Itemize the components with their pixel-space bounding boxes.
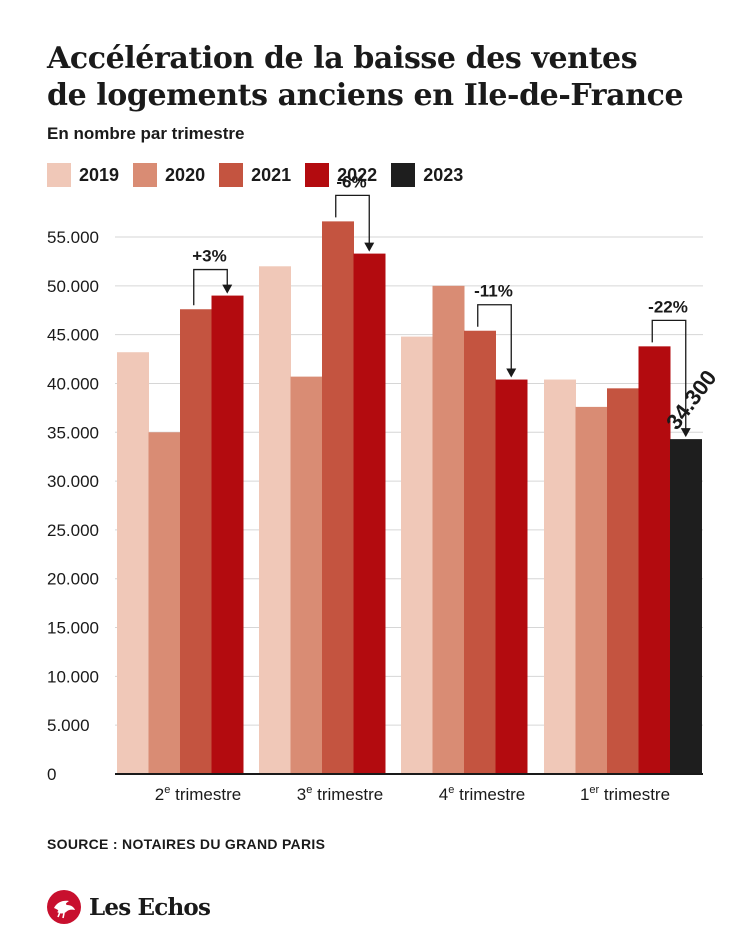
legend-label-2022: 2022	[337, 164, 378, 185]
bar-chart: 0 5.000 10.000 15.000 20.000 25.000 30.000 35.0…	[47, 172, 721, 804]
y-tick-label: 30.000	[47, 472, 99, 491]
category-label: 3e trimestre	[297, 784, 383, 804]
bar-2019	[117, 352, 149, 774]
bar-2019	[544, 379, 576, 774]
bar-2022	[495, 379, 528, 774]
annotation-arrowhead	[222, 284, 233, 294]
annotation-label: +3%	[192, 247, 227, 266]
chart-subtitle: En nombre par trimestre	[47, 124, 245, 143]
y-tick-label: 25.000	[47, 521, 99, 540]
annotation-label: -11%	[474, 282, 513, 301]
annotation-bracket	[335, 194, 370, 244]
annotation-arrowhead	[506, 368, 517, 378]
legend-item-2023: 2023	[391, 163, 463, 187]
bar-2021	[607, 388, 639, 774]
legend-label-2019: 2019	[79, 164, 120, 185]
legend-item-2019: 2019	[47, 163, 119, 187]
category-label: 4e trimestre	[439, 784, 525, 804]
legend-swatch-2020	[133, 163, 158, 187]
category-label: 2e trimestre	[155, 784, 241, 804]
y-tick-label: 10.000	[47, 667, 99, 686]
annotation-bracket	[651, 319, 687, 430]
annotation-bracket	[193, 268, 228, 306]
bar-2019	[259, 266, 291, 774]
y-tick-label: 35.000	[47, 423, 99, 442]
bar-2023	[670, 439, 702, 774]
legend-item-2021: 2021	[219, 163, 291, 187]
bar-2021	[180, 309, 212, 774]
chart-title-line-1: Accélération de la baisse des ventes	[47, 41, 638, 76]
category-label: 1er trimestre	[580, 784, 670, 804]
y-tick-label: 15.000	[47, 619, 99, 638]
annotation-arrowhead	[364, 242, 375, 252]
les-echos-logo-text: Les Echos	[89, 893, 211, 921]
les-echos-logo-icon	[47, 890, 81, 924]
bar-2022	[211, 295, 244, 774]
legend-swatch-2022	[305, 163, 330, 187]
y-tick-label: 5.000	[47, 716, 90, 735]
annotation-label: -6%	[336, 172, 366, 191]
legend-label-2020: 2020	[165, 164, 206, 185]
chart-legend: 2019 2020 2021 2022 2023	[47, 163, 477, 187]
annotation-arrowhead	[680, 428, 691, 438]
y-tick-label: 40.000	[47, 374, 99, 393]
chart-title-line-2: de logements anciens en Ile-de-France	[47, 78, 684, 113]
source-note: SOURCE : NOTAIRES DU GRAND PARIS	[47, 836, 326, 852]
legend-swatch-2023	[391, 163, 416, 187]
legend-swatch-2021	[219, 163, 244, 187]
y-tick-label: 55.000	[47, 228, 99, 247]
bar-2020	[575, 406, 608, 774]
annotation-bracket	[477, 304, 512, 370]
legend-label-2023: 2023	[423, 164, 464, 185]
bar-2022	[638, 346, 671, 774]
bar-2021	[464, 330, 496, 774]
bar-2020	[148, 432, 181, 774]
y-tick-label: 50.000	[47, 277, 99, 296]
y-tick-label: 20.000	[47, 570, 99, 589]
annotation-label: -22%	[648, 297, 688, 316]
legend-item-2022: 2022	[305, 163, 377, 187]
bar-2020	[290, 376, 323, 774]
legend-item-2020: 2020	[133, 163, 205, 187]
y-tick-label: 45.000	[47, 326, 99, 345]
chart-title: Accélération de la baisse des ventes de …	[47, 40, 727, 114]
bar-2020	[432, 285, 465, 774]
les-echos-logo: Les Echos	[47, 890, 211, 924]
bar-2019	[401, 336, 433, 774]
legend-label-2021: 2021	[251, 164, 292, 185]
bar-2021	[322, 221, 354, 775]
y-tick-label: 0	[47, 765, 56, 784]
legend-swatch-2019	[47, 163, 71, 187]
bar-2022	[353, 253, 386, 775]
